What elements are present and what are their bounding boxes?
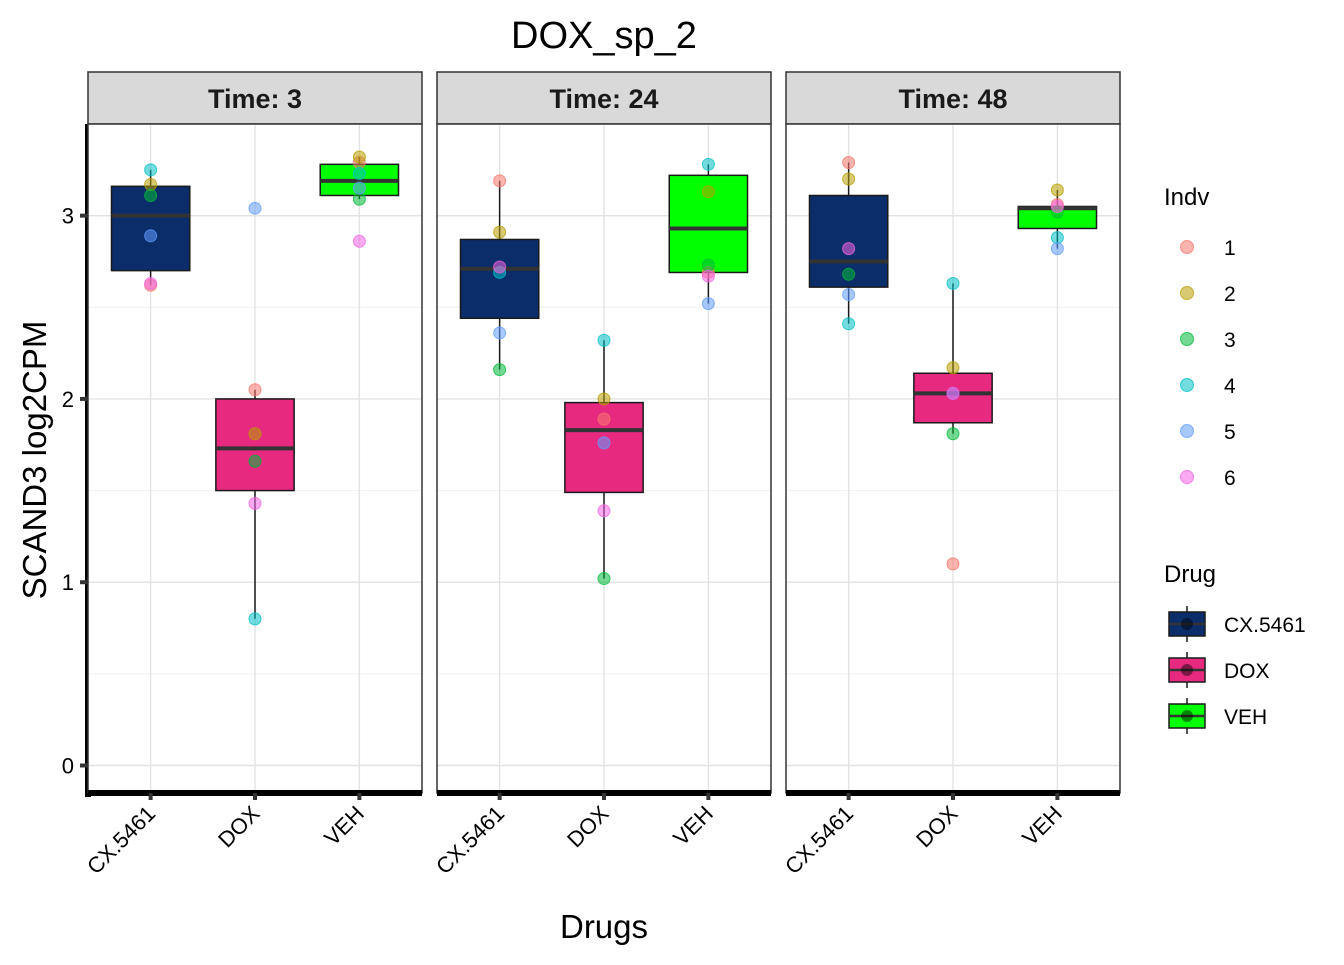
boxplot-chart: DOX_sp_2 Drugs SCAND3 log2CPM 0 1 2 3 Time: … [0, 0, 1344, 960]
legend-drug-key-veh [1169, 698, 1205, 734]
chart-title: DOX_sp_2 [511, 15, 697, 57]
data-point-indv-6 [1051, 200, 1063, 212]
legend-indv-key-5 [1181, 425, 1194, 438]
legend-key-point [1181, 664, 1193, 676]
data-point-indv-3 [145, 189, 157, 201]
facet-strip-label: Time: 24 [549, 84, 658, 114]
data-point-indv-4 [1051, 232, 1063, 244]
legend-indv: Indv 1 2 3 4 5 6 [1164, 184, 1236, 490]
data-point-indv-4 [249, 613, 261, 625]
y-axis-title: SCAND3 log2CPM [16, 321, 53, 600]
data-point-indv-3 [702, 259, 714, 271]
data-point-indv-6 [145, 277, 157, 289]
data-point-indv-2 [702, 186, 714, 198]
data-point-indv-4 [843, 318, 855, 330]
legend-indv-label-1: 1 [1224, 237, 1236, 260]
data-point-indv-6 [353, 235, 365, 247]
facet-panel-time-24: Time: 24 CX.5461 DOX VEH [431, 72, 771, 879]
data-point-indv-1 [598, 413, 610, 425]
data-point-indv-4 [702, 158, 714, 170]
x-tick-label-cx-5461: CX.5461 [82, 801, 160, 879]
data-point-indv-5 [598, 437, 610, 449]
data-point-indv-3 [353, 193, 365, 205]
data-point-indv-2 [598, 393, 610, 405]
data-point-indv-1 [947, 558, 959, 570]
legend-indv-key-6 [1181, 471, 1194, 484]
data-point-indv-5 [843, 288, 855, 300]
facet-panels: 0 1 2 3 Time: 3 CX.5461 DOX VEH Time: 24 CX.5461 D… [62, 72, 1120, 879]
data-point-indv-2 [353, 151, 365, 163]
x-tick-label-dox: DOX [911, 801, 963, 853]
data-point-indv-4 [947, 277, 959, 289]
data-point-indv-4 [598, 334, 610, 346]
data-point-indv-1 [249, 384, 261, 396]
facet-strip-label: Time: 48 [898, 84, 1007, 114]
data-point-indv-5 [249, 202, 261, 214]
legend-drug-label-veh: VEH [1224, 706, 1267, 729]
y-tick-label: 2 [62, 387, 74, 412]
legend-indv-label-5: 5 [1224, 421, 1236, 444]
legend-indv-key-4 [1181, 379, 1194, 392]
y-tick-label: 1 [62, 570, 74, 595]
x-tick-label-cx-5461: CX.5461 [780, 801, 858, 879]
data-point-indv-6 [702, 270, 714, 282]
legend-drug-label-cx-5461: CX.5461 [1224, 614, 1306, 637]
data-point-indv-4 [353, 167, 365, 179]
facet-panel-time-48: Time: 48 CX.5461 DOX VEH [780, 72, 1120, 879]
facet-strip-label: Time: 3 [208, 84, 302, 114]
y-tick-label: 3 [62, 204, 74, 229]
legend-indv-key-1 [1181, 241, 1194, 254]
legend-indv-key-3 [1181, 333, 1194, 346]
box-iqr [216, 399, 294, 491]
data-point-indv-6 [947, 387, 959, 399]
data-point-indv-2 [947, 362, 959, 374]
data-point-indv-5 [1051, 243, 1063, 255]
y-axis: 0 1 2 3 [62, 124, 88, 797]
data-point-indv-1 [843, 156, 855, 168]
data-point-indv-5 [353, 182, 365, 194]
data-point-indv-3 [947, 428, 959, 440]
data-point-indv-5 [145, 230, 157, 242]
data-point-indv-2 [843, 173, 855, 185]
x-tick-label-dox: DOX [562, 801, 614, 853]
legend-key-point [1181, 710, 1193, 722]
x-tick-label-veh: VEH [668, 801, 718, 851]
x-tick-label-veh: VEH [1017, 801, 1067, 851]
data-point-indv-2 [1051, 184, 1063, 196]
legend-indv-key-2 [1181, 287, 1194, 300]
facet-panel-time-3: Time: 3 CX.5461 DOX VEH [82, 72, 422, 879]
legend-indv-label-4: 4 [1224, 375, 1236, 398]
chart-root: DOX_sp_2 Drugs SCAND3 log2CPM 0 1 2 3 Time: … [0, 0, 1344, 960]
legend-indv-label-2: 2 [1224, 283, 1236, 306]
legend-indv-label-6: 6 [1224, 467, 1236, 490]
data-point-indv-3 [494, 364, 506, 376]
data-point-indv-4 [145, 164, 157, 176]
data-point-indv-1 [494, 175, 506, 187]
x-axis-title: Drugs [560, 908, 648, 945]
data-point-indv-2 [145, 178, 157, 190]
data-point-indv-5 [494, 327, 506, 339]
data-point-indv-2 [494, 226, 506, 238]
x-tick-label-veh: VEH [319, 801, 369, 851]
legend-drug-title: Drug [1164, 561, 1216, 588]
legend-drug-label-dox: DOX [1224, 660, 1270, 683]
legend-drug-key-dox [1169, 652, 1205, 688]
legend-drug: Drug CX.5461 DOX VEH [1164, 561, 1306, 734]
legend-indv-label-3: 3 [1224, 329, 1236, 352]
data-point-indv-2 [249, 428, 261, 440]
data-point-indv-5 [702, 298, 714, 310]
x-tick-label-cx-5461: CX.5461 [431, 801, 509, 879]
data-point-indv-6 [843, 243, 855, 255]
x-tick-label-dox: DOX [213, 801, 265, 853]
data-point-indv-6 [598, 505, 610, 517]
data-point-indv-3 [843, 268, 855, 280]
data-point-indv-6 [249, 497, 261, 509]
legend-drug-key-cx-5461 [1169, 606, 1205, 642]
y-tick-label: 0 [62, 754, 74, 779]
data-point-indv-3 [598, 573, 610, 585]
data-point-indv-3 [249, 455, 261, 467]
legend-key-point [1181, 618, 1193, 630]
legend-indv-title: Indv [1164, 184, 1209, 211]
data-point-indv-6 [494, 261, 506, 273]
